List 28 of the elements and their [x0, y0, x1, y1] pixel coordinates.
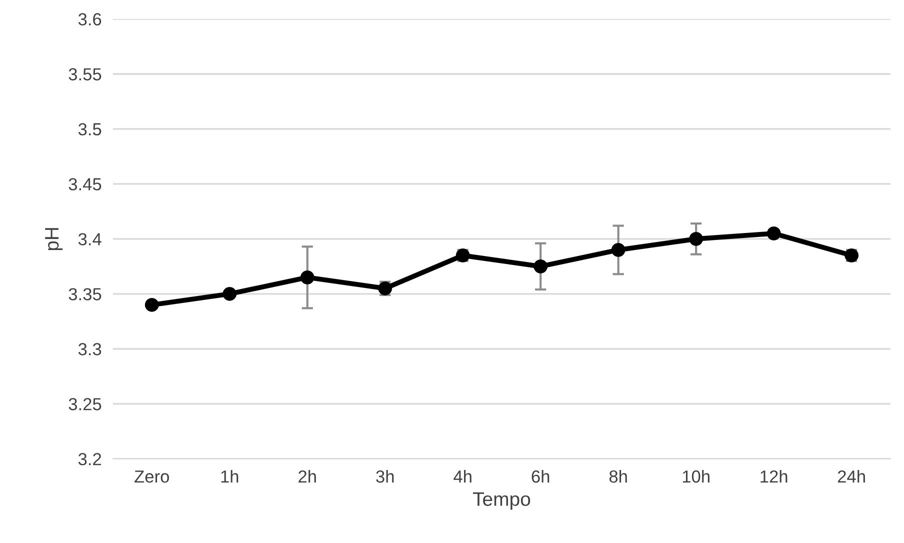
y-tick-label: 3.25 — [68, 398, 102, 410]
y-tick-label: 3.35 — [68, 288, 102, 300]
y-tick-label: 3.45 — [68, 178, 102, 190]
x-tick-label: 24h — [838, 470, 865, 483]
y-tick-label: 3.5 — [78, 123, 102, 136]
x-tick-label: 6h — [532, 470, 550, 483]
y-axis-title: pH — [45, 228, 63, 250]
y-tick-label: 3.4 — [78, 233, 102, 246]
y-tick-label: 3.6 — [78, 13, 102, 26]
point — [222, 286, 237, 301]
point — [300, 270, 314, 284]
y-tick-label: 3.55 — [68, 68, 102, 80]
point — [766, 226, 781, 240]
point — [534, 259, 548, 274]
x-tick-label: 3h — [376, 470, 394, 483]
x-tick-label: 8h — [609, 470, 627, 483]
x-axis-title: Tempo — [472, 492, 530, 510]
point — [689, 232, 704, 246]
x-tick-label: 1h — [221, 470, 238, 483]
point — [611, 242, 626, 257]
x-tick-label: 12h — [760, 470, 788, 483]
x-tick-label: 10h — [682, 470, 710, 483]
y-tick-label: 3.2 — [78, 453, 102, 466]
point — [144, 298, 159, 312]
x-tick-label: 4h — [454, 470, 472, 483]
x-tick-label: 2h — [298, 470, 316, 483]
x-tick-label: Zero — [134, 470, 169, 483]
y-tick-label: 3.3 — [78, 343, 102, 356]
